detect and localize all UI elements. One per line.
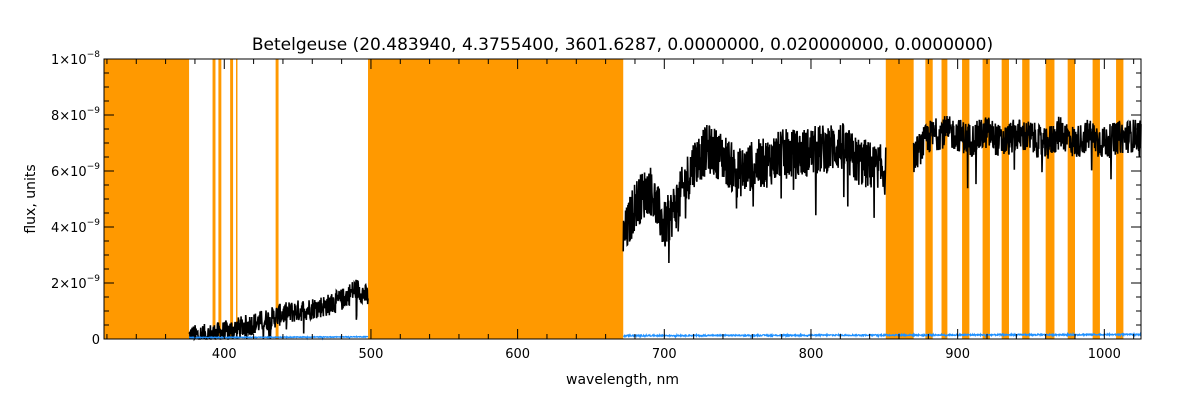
- x-tick-label: 800: [799, 347, 824, 362]
- spectrum-line: [188, 279, 369, 342]
- masked-band: [212, 59, 216, 339]
- axes: 400 500 600 700 800 900 1000 0 2×10−9 4×10−9 6×10−…: [51, 50, 1142, 362]
- spectrum-line: [622, 331, 1142, 340]
- spectrum-line: [912, 116, 1142, 189]
- x-tick-label: 900: [945, 347, 970, 362]
- masked-band: [1045, 59, 1055, 339]
- spectrum-line: [622, 123, 887, 263]
- masked-band: [1022, 59, 1030, 339]
- masked-band: [275, 59, 279, 339]
- y-tick-label: 0: [92, 333, 100, 348]
- x-tick-label: 600: [505, 347, 530, 362]
- x-tick-label: 400: [212, 347, 237, 362]
- masked-bands: [104, 59, 1124, 339]
- masked-band: [1092, 59, 1100, 339]
- x-tick-label: 1000: [1088, 347, 1121, 362]
- y-tick-label: 8×10−9: [51, 106, 100, 124]
- y-tick-label: 4×10−9: [51, 218, 100, 236]
- masked-band: [1001, 59, 1009, 339]
- x-tick-label: 700: [652, 347, 677, 362]
- masked-band: [962, 59, 970, 339]
- y-tick-label: 1×10−8: [51, 50, 100, 68]
- masked-band: [885, 59, 914, 339]
- masked-band: [368, 59, 624, 339]
- x-tick-label: 500: [359, 347, 384, 362]
- y-tick-label: 2×10−9: [51, 274, 100, 292]
- masked-band: [230, 59, 234, 339]
- spectrum-line: [188, 335, 369, 341]
- masked-band: [1116, 59, 1124, 339]
- chart-title: Betelgeuse (20.483940, 4.3755400, 3601.6…: [252, 35, 993, 55]
- masked-band: [218, 59, 222, 339]
- x-axis-label: wavelength, nm: [566, 372, 679, 388]
- masked-band: [982, 59, 990, 339]
- y-tick-label: 6×10−9: [51, 162, 100, 180]
- masked-band: [236, 59, 238, 339]
- masked-band: [104, 59, 190, 339]
- spectrum-series: [188, 116, 1142, 342]
- y-axis-label: flux, units: [23, 164, 39, 233]
- masked-band: [1067, 59, 1075, 339]
- masked-band: [925, 59, 933, 339]
- masked-band: [941, 59, 948, 339]
